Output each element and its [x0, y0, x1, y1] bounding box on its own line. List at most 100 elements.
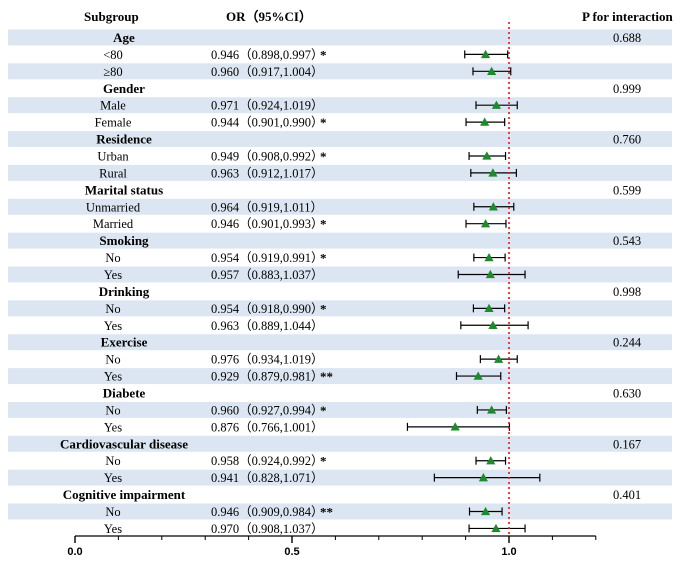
- subgroup-label: No: [105, 505, 120, 519]
- row-stripe: [8, 164, 672, 181]
- significance-marker: *: [320, 217, 327, 232]
- or-ci-text: 0.963（0.889,1.044）: [211, 319, 324, 333]
- significance-marker: *: [320, 403, 327, 418]
- row-stripe: [8, 266, 672, 283]
- subgroup-label: No: [105, 353, 120, 367]
- or-ci-text: 0.941（0.828,1.071）: [211, 471, 324, 485]
- or-point: [487, 405, 497, 414]
- group-label: Gender: [103, 81, 145, 96]
- table-rows: Age 0.688<80 0.946（0.898,0.997）*≥80 0.960（0…: [60, 30, 642, 536]
- p-interaction-value: 0.998: [613, 285, 641, 299]
- p-interaction-value: 0.630: [613, 386, 641, 400]
- or-ci-text: 0.946（0.909,0.984）: [211, 505, 324, 519]
- forest-marks: [406, 22, 541, 536]
- or-ci-text: 0.957（0.883,1.037）: [211, 268, 324, 282]
- or-point: [480, 506, 491, 516]
- row-stripe: [8, 131, 672, 148]
- or-ci-text: 0.960（0.917,1.004）: [211, 65, 324, 79]
- row-stripe: [8, 97, 672, 114]
- p-interaction-value: 0.999: [613, 82, 641, 96]
- group-label: Exercise: [101, 335, 148, 350]
- subgroup-label: Yes: [104, 522, 122, 536]
- row-stripe: [8, 503, 672, 520]
- subgroup-label: No: [105, 251, 120, 265]
- header-subgroup: Subgroup: [84, 9, 139, 24]
- x-tick-label: 0.0: [67, 546, 82, 558]
- or-point: [478, 473, 488, 482]
- subgroup-label: Yes: [104, 420, 122, 434]
- group-label: Marital status: [85, 182, 163, 197]
- subgroup-label: Yes: [104, 471, 122, 485]
- p-interaction-value: 0.167: [613, 437, 641, 451]
- subgroup-label: No: [105, 403, 120, 417]
- significance-marker: *: [320, 115, 327, 130]
- or-ci-text: 0.976（0.934,1.019）: [211, 353, 324, 367]
- or-ci-text: 0.929（0.879,0.981）: [211, 370, 324, 384]
- or-point: [450, 422, 460, 431]
- or-ci-text: 0.876（0.766,1.001）: [211, 420, 324, 434]
- or-point: [485, 269, 495, 279]
- subgroup-label: Unmarried: [86, 200, 141, 214]
- or-point: [484, 252, 494, 262]
- subgroup-label: Yes: [104, 268, 122, 282]
- subgroup-label: Yes: [104, 319, 122, 333]
- group-label: Cognitive impairment: [63, 487, 186, 502]
- p-interaction-value: 0.688: [613, 31, 641, 45]
- subgroup-label: Married: [93, 217, 134, 231]
- or-point: [491, 100, 502, 109]
- or-ci-text: 0.958（0.924,0.992）: [211, 454, 324, 468]
- subgroup-label: Rural: [99, 166, 127, 180]
- row-stripe: [8, 368, 672, 385]
- header-or-ci: OR（95%CI）: [226, 9, 312, 24]
- subgroup-label: Urban: [97, 149, 129, 163]
- row-stripes: [8, 29, 672, 520]
- or-point: [493, 354, 504, 363]
- group-label: Age: [113, 30, 135, 45]
- x-tick-label: 0.5: [284, 546, 299, 558]
- p-interaction-value: 0.244: [613, 336, 642, 350]
- header-p-interaction: P for interaction: [582, 9, 674, 24]
- subgroup-label: ≥80: [103, 65, 122, 79]
- subgroup-label: Female: [95, 116, 132, 130]
- row-stripe: [8, 469, 672, 486]
- subgroup-label: No: [105, 302, 120, 316]
- or-point: [488, 168, 498, 177]
- row-stripe: [8, 232, 672, 249]
- group-label: Residence: [96, 132, 152, 147]
- row-stripe: [8, 29, 672, 46]
- or-ci-text: 0.960（0.927,0.994）: [211, 403, 324, 417]
- p-interaction-value: 0.760: [613, 133, 641, 147]
- or-point: [480, 219, 491, 228]
- group-label: Drinking: [99, 284, 150, 299]
- or-ci-text: 0.954（0.918,0.990）: [211, 302, 324, 316]
- or-ci-text: 0.946（0.901,0.993）: [211, 217, 324, 231]
- p-interaction-value: 0.401: [613, 488, 641, 502]
- significance-marker: *: [320, 47, 327, 62]
- p-interaction-value: 0.543: [613, 234, 641, 248]
- or-point: [491, 523, 501, 533]
- or-ci-text: 0.949（0.908,0.992）: [211, 149, 324, 163]
- significance-marker: **: [320, 505, 333, 520]
- significance-marker: *: [320, 251, 327, 266]
- row-stripe: [8, 334, 672, 351]
- or-ci-text: 0.954（0.919,0.991）: [211, 251, 324, 265]
- x-tick-label: 1.0: [501, 546, 516, 558]
- significance-marker: *: [320, 454, 327, 469]
- group-label: Smoking: [99, 233, 149, 248]
- or-ci-text: 0.971（0.924,1.019）: [211, 99, 324, 113]
- row-stripe: [8, 300, 672, 317]
- or-ci-text: 0.944（0.901,0.990）: [211, 116, 324, 130]
- or-ci-text: 0.970（0.908,1.037）: [211, 522, 324, 536]
- significance-marker: *: [320, 301, 327, 316]
- group-label: Cardiovascular disease: [60, 436, 188, 451]
- or-ci-text: 0.946（0.898,0.997）: [211, 48, 324, 62]
- or-point: [487, 66, 497, 76]
- subgroup-label: Male: [100, 99, 126, 113]
- row-stripe: [8, 198, 672, 215]
- or-point: [488, 320, 498, 329]
- or-ci-text: 0.964（0.919,1.011）: [211, 200, 323, 214]
- x-axis: 0.0 0.5 1.0: [67, 535, 597, 558]
- row-stripe: [8, 63, 672, 80]
